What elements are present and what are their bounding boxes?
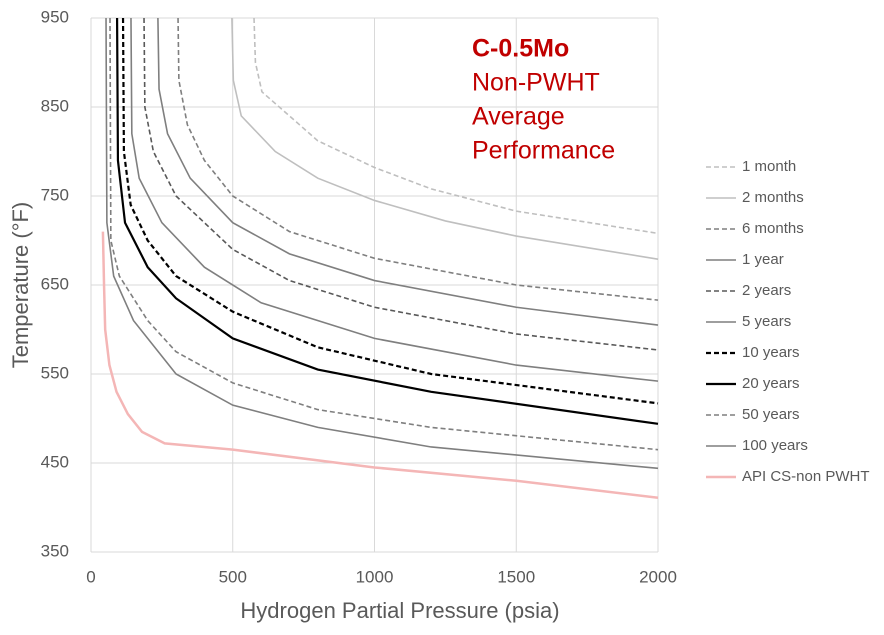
x-axis-title: Hydrogen Partial Pressure (psia) [240, 598, 559, 623]
legend-label: 2 years [742, 282, 791, 299]
legend-label: 50 years [742, 406, 800, 423]
y-tick-label: 850 [41, 96, 69, 115]
legend-label: 100 years [742, 437, 808, 454]
annotation: Non-PWHT [472, 69, 600, 97]
y-tick-label: 950 [41, 7, 69, 26]
x-tick-label: 1500 [497, 567, 535, 586]
series-line [130, 17, 659, 382]
legend-label: 5 years [742, 313, 791, 330]
series-line [115, 17, 659, 425]
x-tick-label: 2000 [639, 567, 677, 586]
annotation: Performance [472, 137, 615, 165]
series-line [101, 231, 659, 499]
legend-label: 6 months [742, 220, 804, 237]
y-axis-title: Temperature (°F) [8, 202, 33, 369]
series-line [109, 17, 659, 451]
legend-label: 1 month [742, 158, 796, 175]
y-tick-label: 750 [41, 185, 69, 204]
legend-label: 2 months [742, 189, 804, 206]
series-line [143, 17, 659, 351]
legend-label: 20 years [742, 375, 800, 392]
series-line [121, 17, 659, 405]
series-line [105, 17, 659, 470]
series-line [253, 17, 659, 235]
series-line [157, 17, 659, 326]
legend-label: 1 year [742, 251, 784, 268]
legend-label: API CS-non PWHT [742, 468, 870, 485]
y-tick-label: 650 [41, 274, 69, 293]
x-tick-label: 1000 [356, 567, 394, 586]
annotation: Average [472, 103, 565, 131]
series-line [177, 17, 659, 301]
annotation: C-0.5Mo [472, 35, 569, 63]
y-tick-label: 550 [41, 363, 69, 382]
y-tick-label: 350 [41, 541, 69, 560]
series-line [231, 17, 659, 260]
x-tick-label: 500 [219, 567, 247, 586]
y-tick-label: 450 [41, 452, 69, 471]
x-tick-label: 0 [86, 567, 95, 586]
legend-label: 10 years [742, 344, 800, 361]
